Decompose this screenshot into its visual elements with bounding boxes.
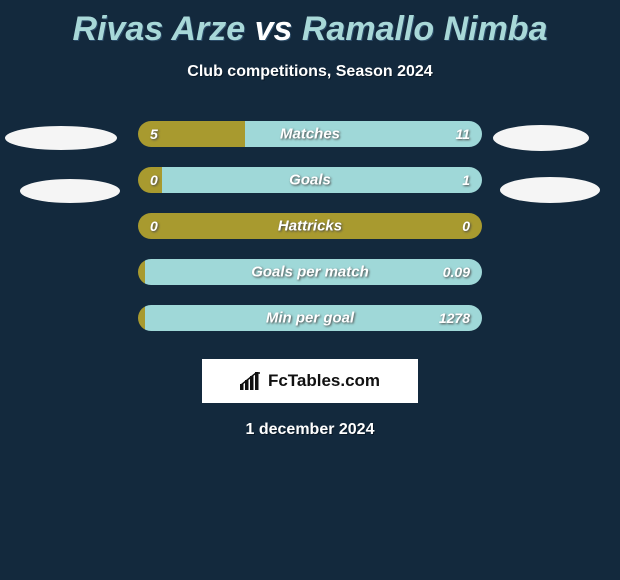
stat-left-value: 0 [150, 172, 158, 188]
bar-track: Goals per match 0.09 [138, 259, 482, 285]
bar-left [138, 305, 145, 331]
stat-right-value: 0 [462, 218, 470, 234]
decorative-ellipse [20, 179, 120, 203]
date-label: 1 december 2024 [0, 421, 620, 439]
player1-name: Rivas Arze [73, 10, 246, 48]
stat-label: Min per goal [266, 310, 354, 327]
stat-row: Min per goal 1278 [0, 295, 620, 341]
stat-right-value: 11 [455, 126, 470, 142]
stat-right-value: 1 [462, 172, 470, 188]
stat-left-value: 5 [150, 126, 158, 142]
stat-label: Goals [289, 172, 331, 189]
bar-left [138, 259, 145, 285]
decorative-ellipse [500, 177, 600, 203]
stat-right-value: 1278 [439, 310, 470, 326]
fctables-logo[interactable]: FcTables.com [202, 359, 418, 403]
stat-row: Hattricks 0 0 [0, 203, 620, 249]
subtitle: Club competitions, Season 2024 [0, 63, 620, 81]
stat-left-value: 0 [150, 218, 158, 234]
stat-label: Hattricks [278, 218, 342, 235]
logo-text: FcTables.com [268, 371, 380, 391]
bar-track: Goals 0 1 [138, 167, 482, 193]
bar-chart-icon [240, 372, 262, 390]
decorative-ellipse [5, 126, 117, 150]
stat-label: Goals per match [251, 264, 369, 281]
bar-track: Matches 5 11 [138, 121, 482, 147]
vs-text: vs [255, 10, 293, 48]
decorative-ellipse [493, 125, 589, 151]
stat-label: Matches [280, 126, 340, 143]
stat-right-value: 0.09 [443, 264, 470, 280]
bar-track: Min per goal 1278 [138, 305, 482, 331]
bar-track: Hattricks 0 0 [138, 213, 482, 239]
stat-row: Goals per match 0.09 [0, 249, 620, 295]
player2-name: Ramallo Nimba [302, 10, 548, 48]
comparison-title: Rivas Arze vs Ramallo Nimba [0, 0, 620, 49]
